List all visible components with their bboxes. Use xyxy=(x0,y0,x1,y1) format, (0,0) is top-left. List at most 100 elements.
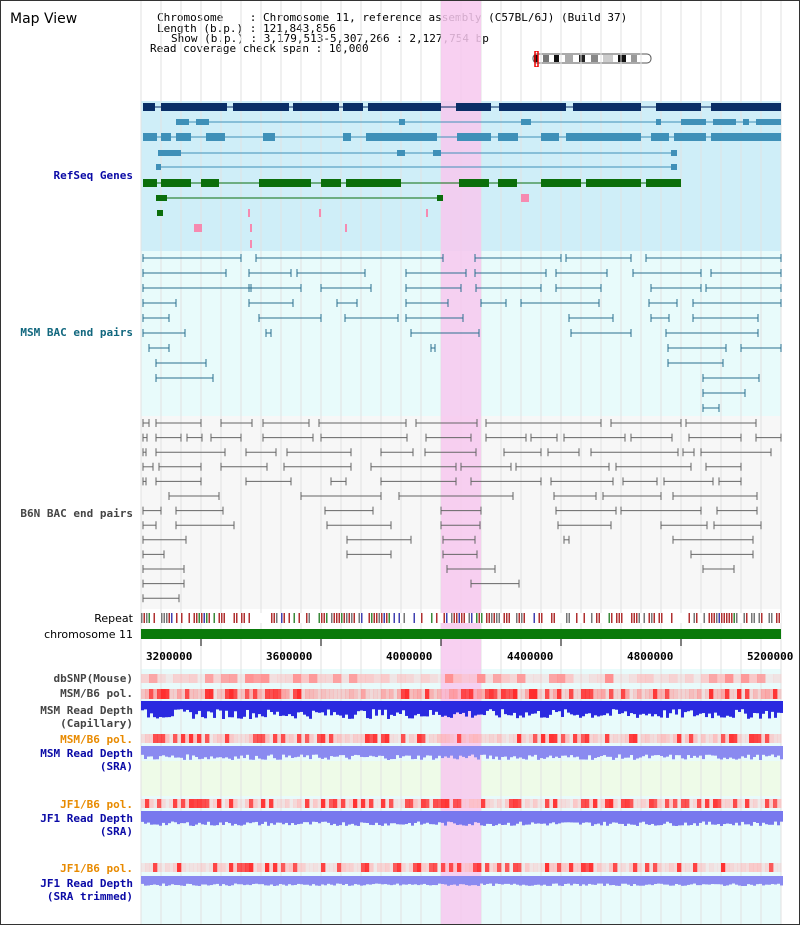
jf1-depth-trim-bar xyxy=(462,876,465,885)
jf1-pol-cell xyxy=(621,799,626,808)
msm-depth-sra-bar xyxy=(540,746,543,759)
repeat-mark xyxy=(388,613,390,623)
msm-pol-cell xyxy=(697,689,702,699)
gene-exon xyxy=(161,179,191,187)
msm-pol-cell xyxy=(645,689,650,699)
jf1-depth-sra-bar xyxy=(189,811,192,826)
repeat-mark xyxy=(403,613,405,623)
jf1-pol-cell xyxy=(485,799,490,808)
jf1-depth-trim-bar xyxy=(429,876,432,886)
jf1-depth-trim-bar xyxy=(378,876,381,884)
dbsnp-cell xyxy=(525,674,534,683)
msm-pol2-cell xyxy=(153,734,158,743)
msm-pol2-cell xyxy=(141,734,146,743)
jf1-pol2-cell xyxy=(385,863,390,872)
jf1-depth-trim-bar xyxy=(345,876,348,884)
msm-depth-capillary-bar xyxy=(639,701,642,715)
msm-depth-capillary-bar xyxy=(210,701,213,713)
msm-pol2-cell xyxy=(149,734,154,743)
msm-depth-capillary-bar xyxy=(666,701,669,718)
jf1-pol-cell xyxy=(301,799,306,808)
msm-pol-cell xyxy=(445,689,450,699)
jf1-depth-sra-bar xyxy=(249,811,252,824)
msm-depth-sra-bar xyxy=(546,746,549,758)
msm-pol2-cell xyxy=(753,734,758,743)
msm-depth-sra-bar xyxy=(780,746,783,760)
gene-exon xyxy=(457,133,491,141)
jf1-depth-trim-bar xyxy=(342,876,345,886)
jf1-depth-sra-bar xyxy=(345,811,348,826)
jf1-pol2-cell xyxy=(485,863,490,872)
msm-depth-capillary-bar xyxy=(735,701,738,710)
msm-depth-capillary-bar xyxy=(180,701,183,710)
jf1-depth-sra-bar xyxy=(651,811,654,824)
jf1-pol-cell xyxy=(305,799,310,808)
msm-depth-sra-bar xyxy=(600,746,603,756)
msm-depth-sra-bar xyxy=(297,746,300,757)
track-label-msm-depth-sra: MSM Read Depth xyxy=(40,747,133,760)
repeat-mark xyxy=(611,613,613,623)
gene-exon xyxy=(433,150,441,156)
dbsnp-cell xyxy=(149,674,158,683)
gene-exon xyxy=(161,133,171,141)
jf1-pol2-cell xyxy=(421,863,426,872)
msm-pol-cell xyxy=(529,689,534,699)
jf1-depth-trim-bar xyxy=(522,876,525,885)
msm-pol-cell xyxy=(241,689,246,699)
selection-highlight[interactable] xyxy=(441,1,481,924)
msm-pol2-cell xyxy=(473,734,478,743)
msm-depth-capillary-bar xyxy=(258,701,261,715)
jf1-depth-sra-bar xyxy=(228,811,231,824)
jf1-depth-trim-bar xyxy=(303,876,306,885)
jf1-depth-sra-bar xyxy=(729,811,732,824)
msm-pol2-cell xyxy=(649,734,654,743)
jf1-depth-sra-bar xyxy=(720,811,723,826)
refseq-genes-track[interactable] xyxy=(143,103,781,248)
msm-depth-capillary-bar xyxy=(732,701,735,718)
dbsnp-cell xyxy=(341,674,350,683)
map-view-title: Map View xyxy=(10,11,78,27)
jf1-depth-sra-bar xyxy=(552,811,555,823)
jf1-depth-trim-bar xyxy=(381,876,384,885)
msm-depth-capillary-bar xyxy=(342,701,345,718)
msm-pol2-cell xyxy=(389,734,394,743)
repeat-mark xyxy=(478,613,480,623)
jf1-depth-sra-bar xyxy=(168,811,171,824)
msm-depth-capillary-bar xyxy=(606,701,609,714)
msm-depth-capillary-bar xyxy=(672,701,675,710)
jf1-depth-sra-bar xyxy=(663,811,666,824)
jf1-pol2-cell xyxy=(141,863,146,872)
jf1-pol-cell xyxy=(533,799,538,808)
jf1-depth-sra-bar xyxy=(309,811,312,825)
jf1-depth-trim-bar xyxy=(153,876,156,885)
repeat-mark xyxy=(318,613,320,623)
gene-marker xyxy=(194,224,202,232)
jf1-depth-trim-bar xyxy=(741,876,744,886)
msm-depth-capillary-bar xyxy=(465,701,468,717)
msm-bac-track[interactable] xyxy=(142,254,782,412)
jf1-pol2-cell xyxy=(349,863,354,872)
jf1-depth-trim-bar xyxy=(249,876,252,886)
dbsnp-cell xyxy=(509,674,518,683)
msm-pol2-cell xyxy=(513,734,518,743)
gene-exon xyxy=(681,119,706,125)
jf1-depth-sra-bar xyxy=(627,811,630,824)
msm-depth-capillary-bar xyxy=(276,701,279,712)
msm-pol-cell xyxy=(573,689,578,699)
msm-depth-sra-bar xyxy=(339,746,342,756)
msm-pol-cell xyxy=(277,689,282,699)
coverage-info: Read coverage check span : 10,000 xyxy=(150,42,369,55)
msm-pol2-cell xyxy=(509,734,514,743)
jf1-depth-sra-bar xyxy=(201,811,204,825)
msm-depth-capillary-bar xyxy=(207,701,210,712)
jf1-depth-sra-bar xyxy=(195,811,198,825)
jf1-pol-cell xyxy=(561,799,566,808)
msm-pol-cell xyxy=(349,689,354,699)
jf1-pol2-cell xyxy=(405,863,410,872)
b6n-bac-track[interactable] xyxy=(142,419,782,603)
jf1-pol2-cell xyxy=(737,863,742,872)
msm-pol2-cell xyxy=(673,734,678,743)
gene-exon xyxy=(541,133,559,141)
jf1-pol2-cell xyxy=(281,863,286,872)
